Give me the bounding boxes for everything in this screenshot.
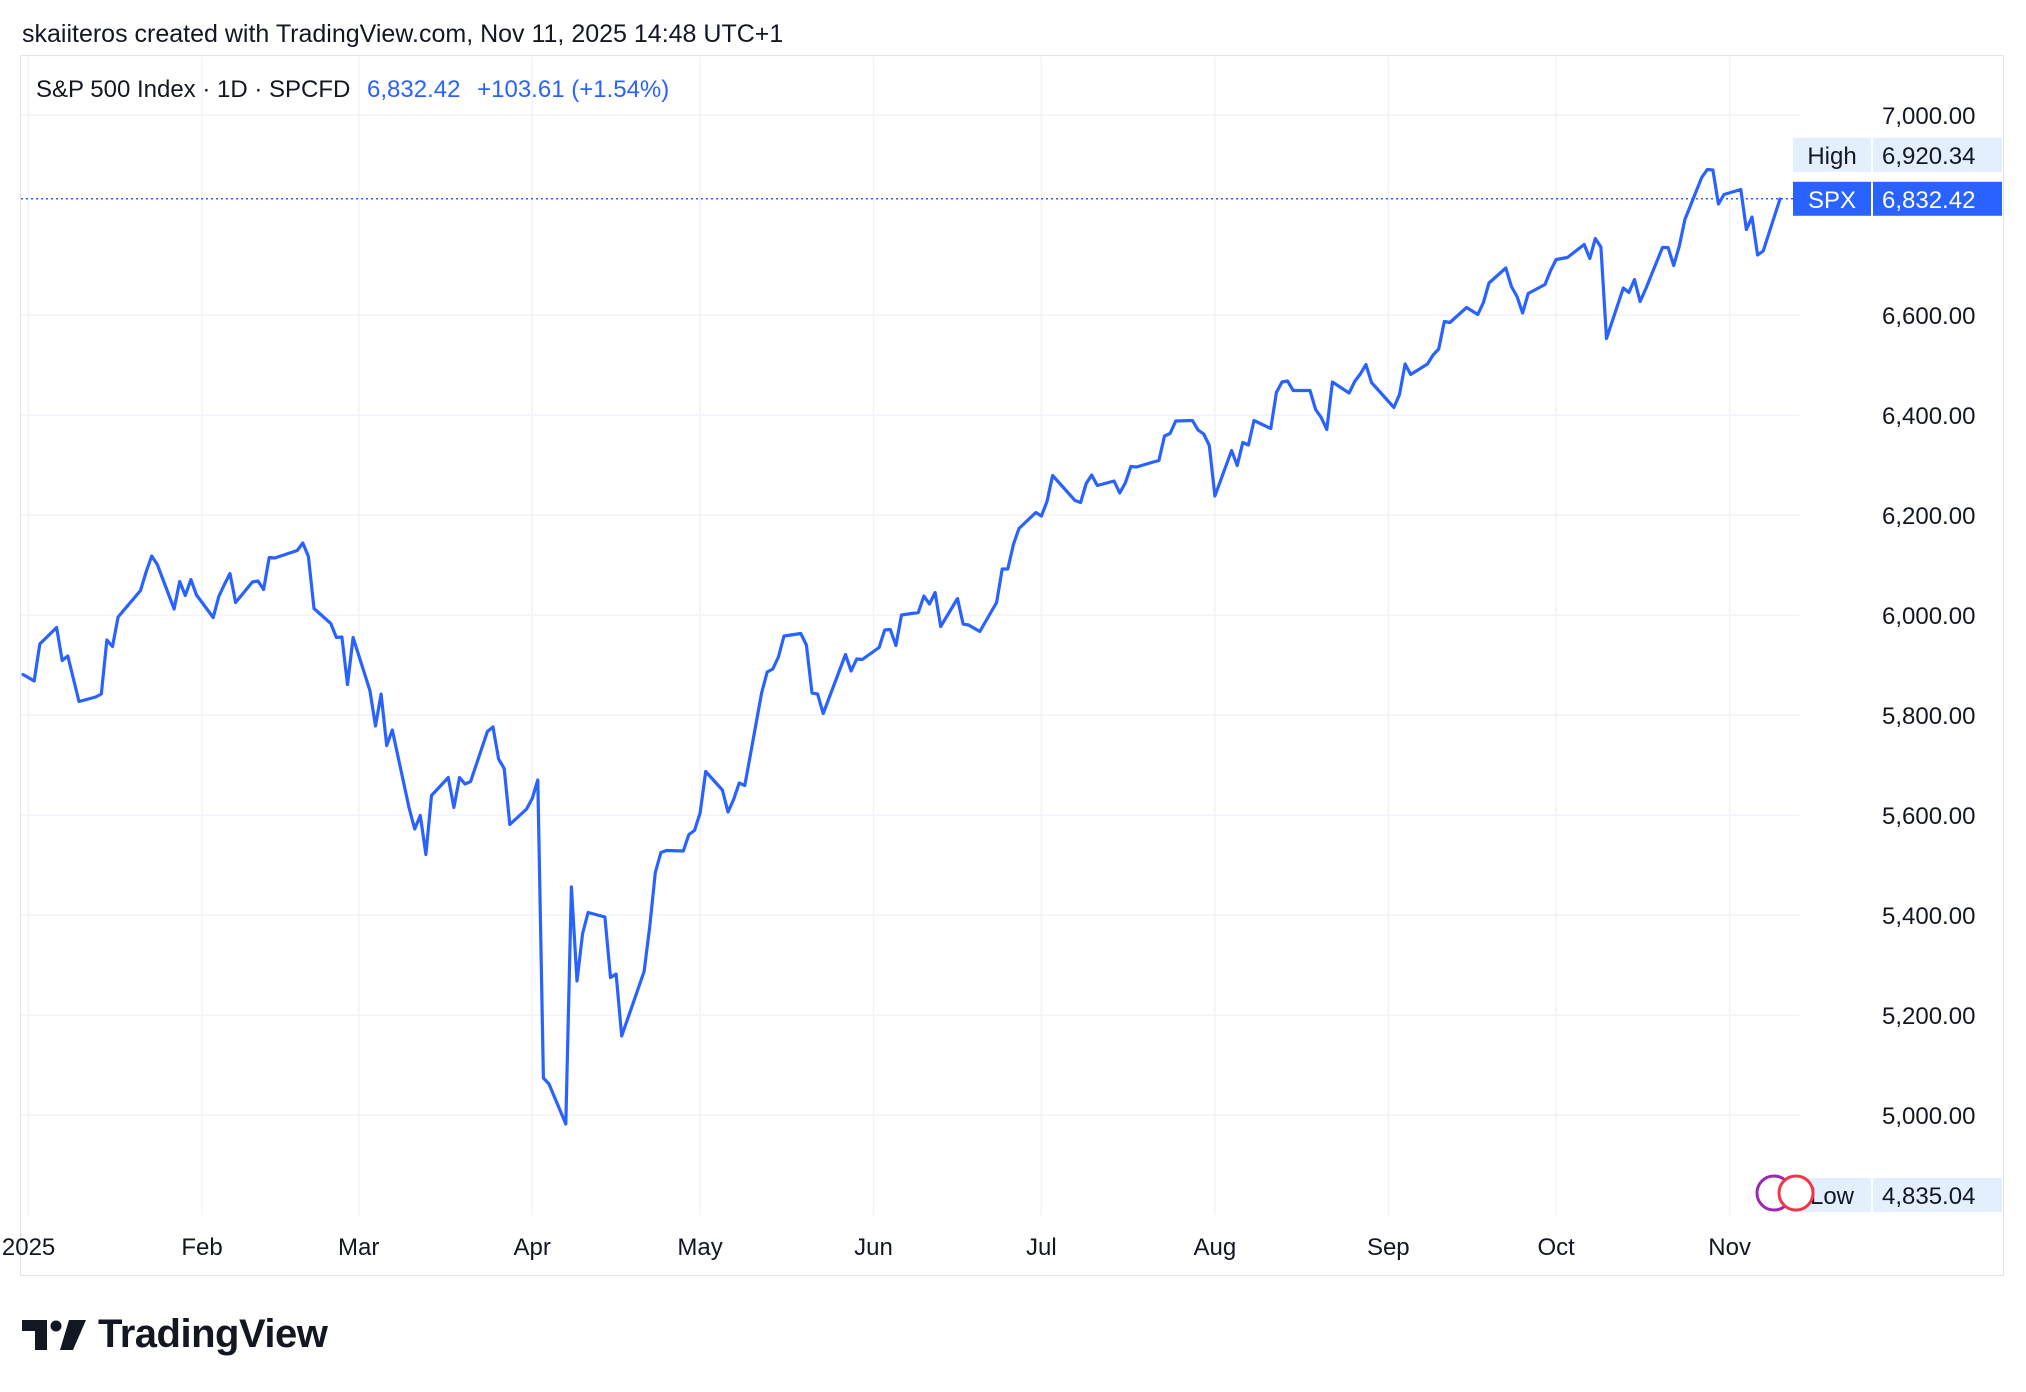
- high-label-tag: High: [1807, 143, 1856, 170]
- last-price-label-tag: SPX: [1808, 187, 1856, 214]
- y-tick-label: 5,200.00: [1882, 1003, 1975, 1030]
- last-price-label-value: 6,832.42: [1882, 187, 1975, 214]
- chart-grid: [21, 57, 1800, 1215]
- symbol-title[interactable]: S&P 500 Index · 1D · SPCFD: [36, 76, 351, 103]
- x-tick-label: Feb: [181, 1234, 222, 1261]
- y-tick-label: 7,000.00: [1882, 103, 1975, 130]
- low-label-value-bg: [1873, 1178, 2002, 1212]
- x-tick-label: Aug: [1193, 1234, 1236, 1261]
- last-price-label-value-bg: [1873, 181, 2002, 216]
- price-axis: 7,000.00 6,600.00 6,400.00 6,200.00 6,000.00…: [1882, 103, 1975, 1130]
- symbol-price: 6,832.42: [367, 76, 461, 103]
- y-tick-label: 5,800.00: [1882, 703, 1975, 730]
- y-tick-label: 5,000.00: [1882, 1103, 1975, 1130]
- price-series-line: [21, 167, 1782, 1126]
- low-label-value: 4,835.04: [1882, 1183, 1975, 1210]
- y-tick-label: 6,000.00: [1882, 603, 1975, 630]
- symbol-change: +103.61 (+1.54%): [477, 76, 670, 103]
- low-label: Low 4,835.04: [1793, 1178, 2002, 1212]
- chart-frame: [20, 55, 2004, 1276]
- x-tick-label: May: [677, 1234, 722, 1261]
- symbol-legend[interactable]: S&P 500 Index · 1D · SPCFD 6,832.42 +103…: [36, 76, 679, 104]
- low-label-tag: Low: [1810, 1183, 1855, 1210]
- x-tick-label: Sep: [1367, 1234, 1410, 1261]
- tradingview-logo-icon: [22, 1319, 86, 1350]
- last-price-label-tag-bg: [1793, 181, 1871, 216]
- chart-attribution: skaiiteros created with TradingView.com,…: [22, 20, 784, 48]
- economic-event-icon: [1777, 1174, 1815, 1212]
- tradingview-logo-text: TradingView: [98, 1312, 328, 1356]
- last-price-label: SPX 6,832.42: [1793, 181, 2002, 216]
- x-tick-label: Mar: [338, 1234, 379, 1261]
- x-tick-label: Nov: [1708, 1234, 1751, 1261]
- y-tick-label: 5,600.00: [1882, 803, 1975, 830]
- time-axis: 2025 Feb Mar Apr May Jun Jul Aug Sep Oct Nov: [2, 1234, 1751, 1261]
- y-tick-label: 5,400.00: [1882, 903, 1975, 930]
- high-label: High 6,920.34: [1793, 137, 2002, 172]
- x-tick-label: 2025: [2, 1234, 55, 1261]
- high-label-tag-bg: [1793, 137, 1871, 172]
- y-tick-label: 6,400.00: [1882, 403, 1975, 430]
- price-tags: High 6,920.34 SPX 6,832.42 Low 4,835.04: [1755, 137, 2002, 1212]
- x-tick-label: Jun: [854, 1234, 893, 1261]
- x-tick-label: Jul: [1026, 1234, 1057, 1261]
- high-label-value: 6,920.34: [1882, 143, 1975, 170]
- y-tick-label: 6,600.00: [1882, 303, 1975, 330]
- y-tick-label: 6,200.00: [1882, 503, 1975, 530]
- tradingview-logo[interactable]: TradingView: [22, 1312, 328, 1357]
- high-label-value-bg: [1873, 137, 2002, 172]
- x-tick-label: Apr: [514, 1234, 551, 1261]
- x-tick-label: Oct: [1538, 1234, 1576, 1261]
- event-icons: [1755, 1174, 1815, 1212]
